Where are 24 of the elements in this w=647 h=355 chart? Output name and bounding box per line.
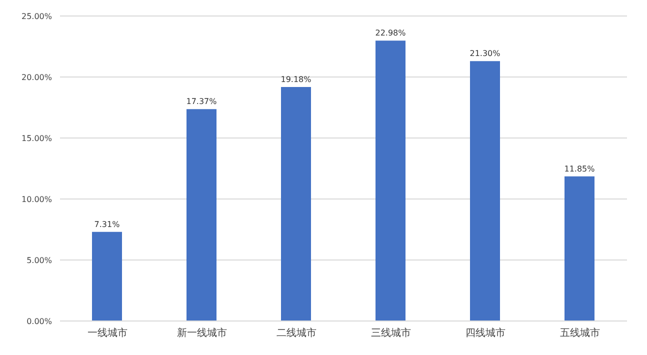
bar bbox=[92, 232, 122, 321]
bar bbox=[281, 87, 311, 321]
y-tick-label: 5.00% bbox=[26, 256, 52, 265]
data-label: 7.31% bbox=[94, 220, 120, 229]
y-tick-label: 10.00% bbox=[21, 194, 52, 204]
x-tick-label: 四线城市 bbox=[465, 327, 506, 340]
y-tick-label: 15.00% bbox=[21, 134, 52, 143]
data-label: 17.37% bbox=[186, 97, 218, 106]
y-tick-label: 0.00% bbox=[26, 316, 52, 326]
y-tick-label: 25.00% bbox=[21, 12, 52, 21]
x-tick-label: 一线城市 bbox=[87, 327, 128, 340]
x-tick-label: 新一线城市 bbox=[176, 327, 227, 340]
data-label: 22.98% bbox=[375, 28, 406, 38]
data-label: 11.85% bbox=[564, 164, 596, 174]
data-label: 19.18% bbox=[280, 75, 312, 84]
x-tick-label: 五线城市 bbox=[560, 327, 600, 340]
bar bbox=[564, 176, 594, 321]
data-label: 21.30% bbox=[470, 49, 501, 58]
y-tick-label: 20.00% bbox=[21, 72, 52, 82]
x-tick-label: 二线城市 bbox=[276, 327, 316, 340]
bar bbox=[470, 61, 500, 321]
x-tick-label: 三线城市 bbox=[370, 327, 411, 340]
bar bbox=[376, 40, 406, 321]
bar bbox=[186, 109, 216, 321]
